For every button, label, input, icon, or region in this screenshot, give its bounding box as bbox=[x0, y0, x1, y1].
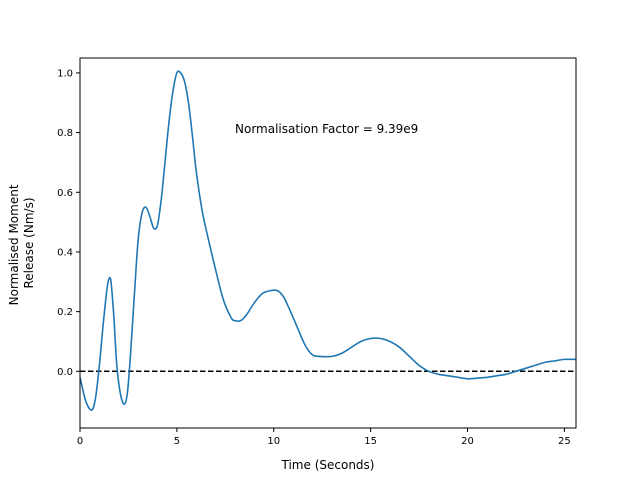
x-tick-label: 5 bbox=[174, 436, 180, 447]
axis-ticks: 0 5 10 15 20 25 0.0 0.2 0.4 0.6 0.8 1.0 bbox=[57, 68, 571, 447]
x-tick-label: 15 bbox=[364, 436, 377, 447]
plot-area bbox=[80, 70, 576, 411]
y-axis-label-line-1: Normalised Moment bbox=[7, 184, 21, 305]
plot-frame bbox=[79, 57, 577, 429]
y-tick-label: 0.2 bbox=[57, 307, 73, 318]
y-tick-label: 1.0 bbox=[57, 68, 73, 79]
normalisation-annotation: Normalisation Factor = 9.39e9 bbox=[235, 122, 418, 136]
y-tick-label: 0.4 bbox=[57, 247, 73, 258]
x-axis-label: Time (Seconds) bbox=[281, 458, 375, 472]
y-tick-label: 0.8 bbox=[57, 128, 73, 139]
x-tick-label: 25 bbox=[558, 436, 571, 447]
y-tick-label: 0.6 bbox=[57, 188, 73, 199]
x-tick-label: 20 bbox=[461, 436, 474, 447]
series-line-0 bbox=[80, 70, 576, 411]
y-axis-label-line-2: Release (Nm/s) bbox=[22, 197, 36, 288]
x-tick-label: 0 bbox=[77, 436, 83, 447]
y-axis-label: Normalised Moment Release (Nm/s) bbox=[7, 181, 36, 306]
x-tick-label: 10 bbox=[267, 436, 280, 447]
y-tick-label: 0.0 bbox=[57, 367, 73, 378]
